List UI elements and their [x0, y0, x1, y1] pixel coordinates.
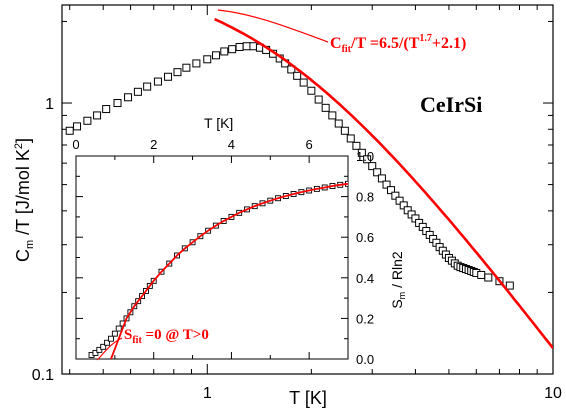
main-data-point — [235, 42, 244, 51]
inset-x-tick-label: 4 — [228, 137, 235, 152]
main-x-tick-label: 10 — [544, 385, 562, 402]
main-data-point — [363, 155, 372, 164]
main-data-point — [182, 63, 191, 72]
main-data-point — [192, 59, 201, 68]
main-data-point — [113, 99, 122, 108]
main-data-point — [352, 141, 361, 150]
inset-y-tick-label: 0.4 — [356, 271, 374, 286]
main-x-axis-label: T [K] — [289, 388, 327, 408]
main-data-point — [391, 191, 400, 200]
main-data-point — [93, 111, 102, 120]
main-data-point — [299, 78, 308, 87]
main-plot-frame — [61, 4, 554, 375]
main-data-point — [65, 126, 74, 135]
inset-x-tick-label: 6 — [306, 137, 313, 152]
main-ticks — [62, 5, 554, 375]
main-data-point — [340, 126, 349, 135]
inset-y-tick-label: 0.0 — [356, 352, 374, 367]
main-data-point — [102, 105, 111, 114]
inset-fit-annotation: Sfit =0 @ T>0 — [124, 327, 209, 346]
main-data-point — [228, 45, 237, 54]
main-data-point — [164, 72, 173, 81]
main-y-axis-label: Cm /T [J/mol K2] — [13, 138, 36, 262]
inset-y-tick-label: 0.8 — [356, 190, 374, 205]
main-data-point — [293, 71, 302, 80]
main-data-point — [505, 281, 514, 290]
main-data-point — [321, 103, 330, 112]
inset-y-tick-label: 1.0 — [356, 149, 374, 164]
main-data-point — [346, 134, 355, 143]
main-data-point — [133, 87, 142, 96]
main-data-point — [153, 77, 162, 86]
main-data-points — [65, 42, 514, 290]
inset-x-axis-label: T [K] — [204, 115, 233, 131]
main-data-point — [173, 68, 182, 77]
main-data-point — [242, 42, 251, 51]
main-data-point — [73, 122, 82, 131]
main-fit-line — [214, 17, 553, 349]
main-data-point — [203, 55, 212, 64]
inset-x-tick-label: 0 — [72, 137, 79, 152]
main-data-point — [477, 270, 486, 279]
inset-data-point — [115, 325, 122, 332]
inset-tick-labels: 0 2 4 6 0.0 0.2 0.4 0.6 0.8 1.0 — [72, 137, 374, 367]
inset-fit-annotation-leader — [96, 337, 123, 361]
inset-data-point — [96, 346, 103, 353]
main-data-point — [377, 174, 386, 183]
inset-fit-line — [110, 182, 348, 359]
main-data-point — [373, 168, 382, 177]
main-tick-labels: 1 10 0.1 1 — [32, 96, 562, 402]
inset-data-point — [108, 335, 114, 342]
main-data-point — [382, 180, 391, 189]
main-data-point — [249, 42, 258, 51]
compound-label: CeIrSi — [420, 92, 482, 117]
inset-x-tick-label: 2 — [150, 137, 157, 152]
main-data-point — [143, 82, 152, 91]
main-data-point — [307, 86, 316, 95]
inset-ticks — [75, 155, 349, 360]
main-data-point — [484, 273, 493, 282]
inset-data-point — [100, 343, 107, 350]
inset-data-point — [111, 330, 118, 337]
main-data-point — [314, 95, 323, 104]
main-data-point — [395, 196, 404, 205]
main-data-point — [387, 186, 396, 195]
main-data-point — [399, 201, 408, 210]
inset-data-point — [104, 339, 111, 346]
main-data-point — [83, 116, 92, 125]
main-data-point — [220, 47, 229, 56]
main-data-point — [212, 51, 221, 60]
inset-data-point — [92, 349, 99, 356]
main-data-point — [368, 162, 377, 171]
main-y-tick-label: 1 — [45, 96, 54, 113]
main-data-point — [328, 111, 337, 120]
main-fit-annotation: Cfit/T =6.5/(T1.7+2.1) — [330, 33, 466, 55]
main-data-point — [124, 93, 133, 102]
main-fit-annotation-leader — [217, 9, 329, 43]
main-y-tick-label: 0.1 — [32, 367, 54, 384]
main-data-point — [334, 119, 343, 128]
main-data-point — [357, 148, 366, 157]
main-x-tick-label: 1 — [203, 385, 212, 402]
inset-y-tick-label: 0.2 — [356, 311, 374, 326]
inset-y-tick-label: 0.6 — [356, 230, 374, 245]
inset-y-axis-label: Sm / Rln2 — [389, 251, 407, 309]
